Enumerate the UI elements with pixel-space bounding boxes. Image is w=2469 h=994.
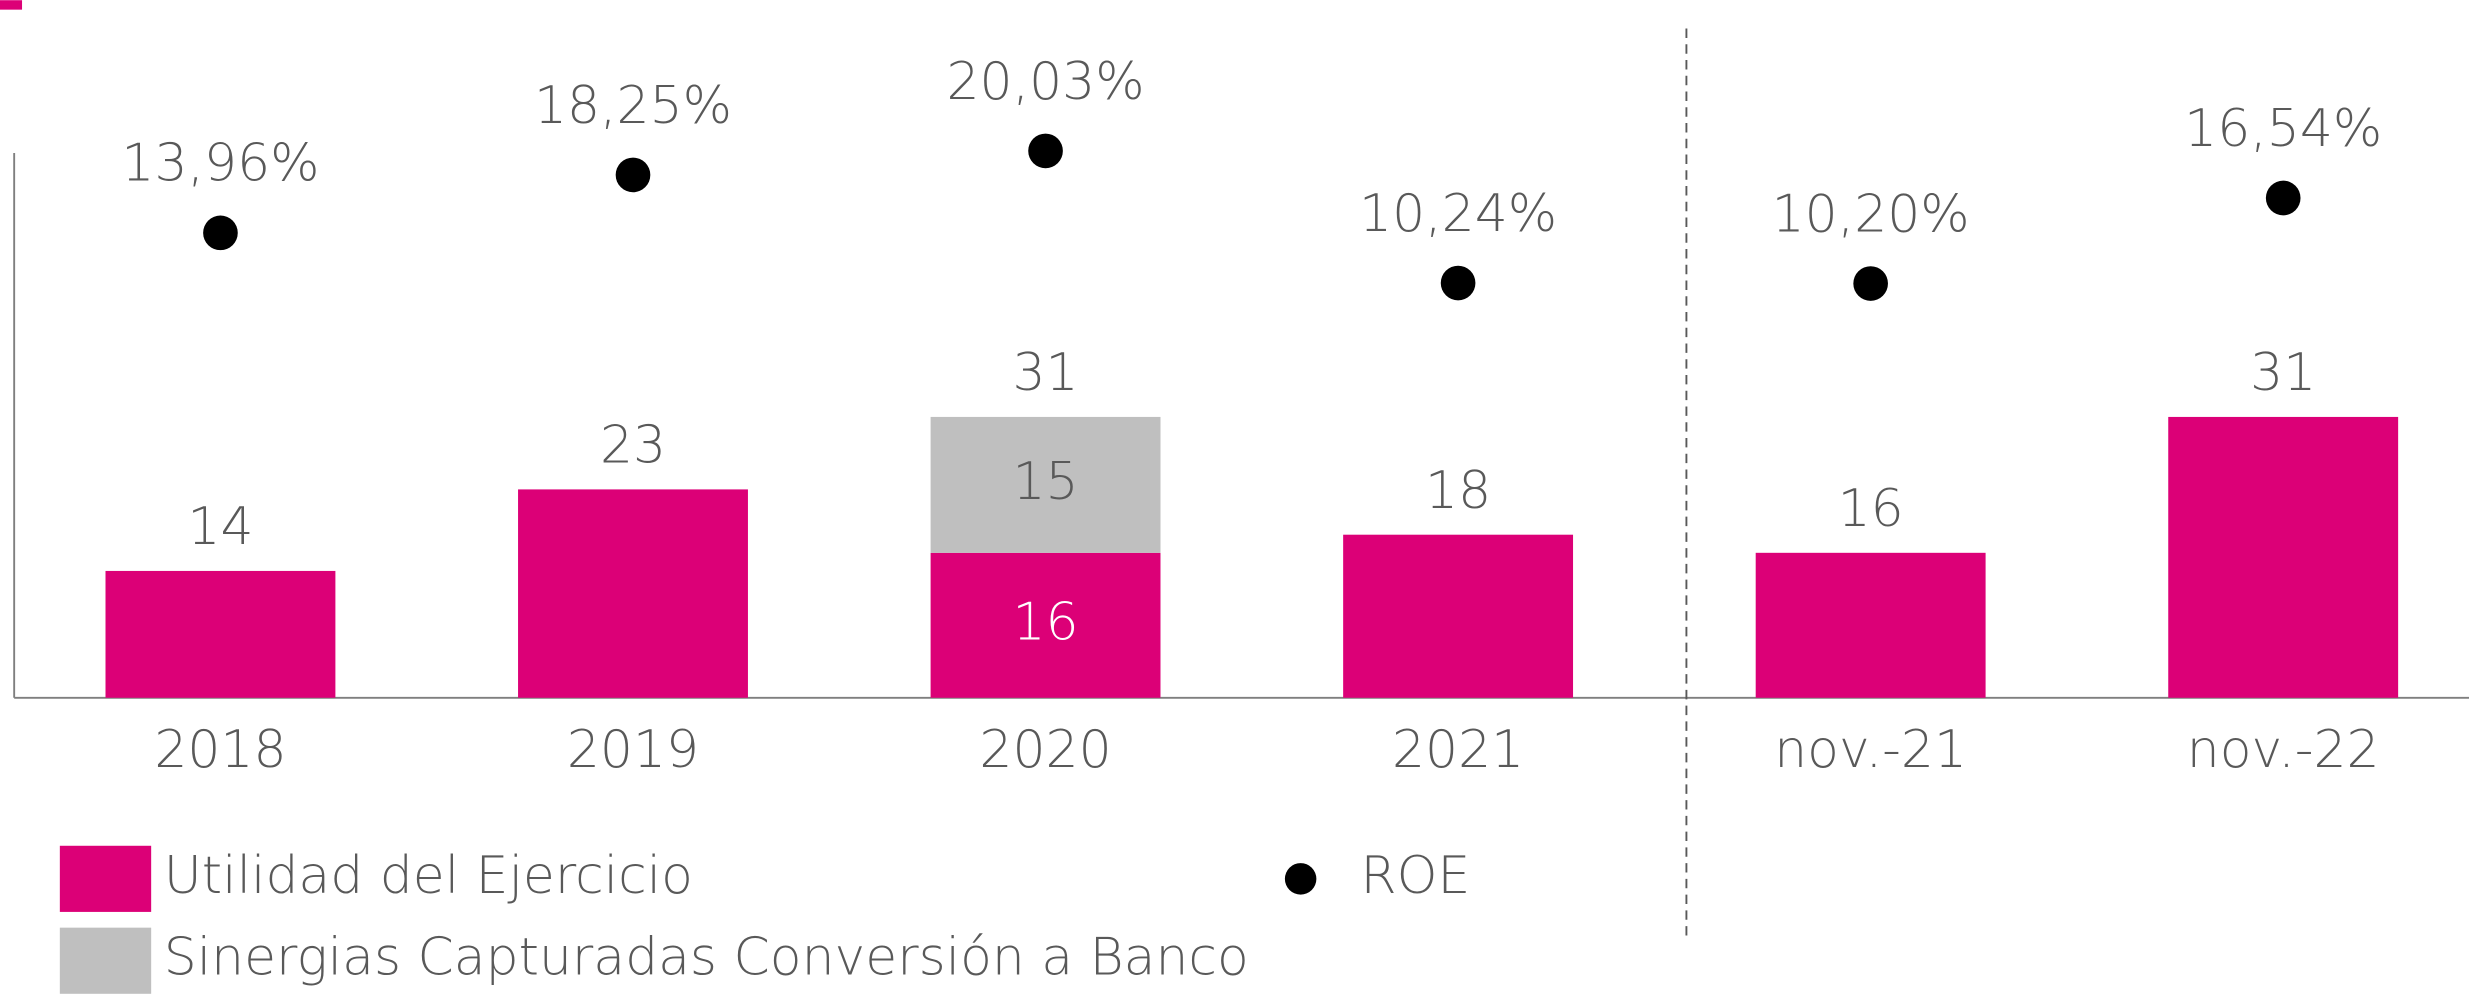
legend-label: Utilidad del Ejercicio (164, 846, 693, 906)
legend-swatch (59, 927, 152, 994)
legend-label: ROE (1360, 846, 1470, 906)
bar-value-label: 15 (1012, 452, 1078, 512)
legend-marker (1284, 863, 1317, 895)
legend-swatch (59, 845, 152, 912)
bar-segment (930, 416, 1161, 553)
roe-label: 20,03% (946, 52, 1144, 112)
roe-label: 13,96% (121, 134, 319, 194)
bar-segment (105, 570, 336, 698)
legend-label: Sinergias Capturadas Conversión a Banco (164, 928, 1249, 988)
x-tick-label: 2020 (979, 720, 1111, 780)
roe-label: 10,20% (1772, 184, 1970, 244)
roe-label: 16,54% (2184, 99, 2382, 159)
bar-segment (1343, 534, 1574, 698)
roe-point (203, 215, 238, 251)
bar-value-label: 23 (600, 415, 666, 475)
bar-segment (1755, 552, 1986, 698)
roe-label: 10,24% (1359, 184, 1557, 244)
x-tick-label: 2019 (567, 720, 699, 780)
bar-segment (930, 552, 1161, 698)
roe-point (1853, 266, 1888, 301)
bar-value-label: 31 (2250, 343, 2316, 403)
roe-point (1028, 133, 1063, 169)
roe-point (2265, 180, 2301, 216)
title-accent (0, 0, 23, 10)
bar-total-label: 31 (1012, 343, 1078, 403)
bar-segment (518, 489, 748, 698)
x-tick-label: 2021 (1392, 720, 1524, 780)
x-tick-label: 2018 (154, 720, 286, 780)
bar-value-label: 16 (1012, 592, 1078, 652)
bar-segment (2168, 416, 2399, 698)
roe-point (615, 157, 651, 193)
bar-value-label: 14 (187, 497, 253, 557)
x-tick-label: nov.-22 (2187, 720, 2380, 780)
bar-value-label: 16 (1838, 479, 1904, 539)
bar-value-label: 18 (1425, 461, 1491, 521)
roe-point (1440, 265, 1476, 301)
roe-label: 18,25% (534, 76, 732, 136)
x-tick-label: nov.-21 (1774, 720, 1967, 780)
